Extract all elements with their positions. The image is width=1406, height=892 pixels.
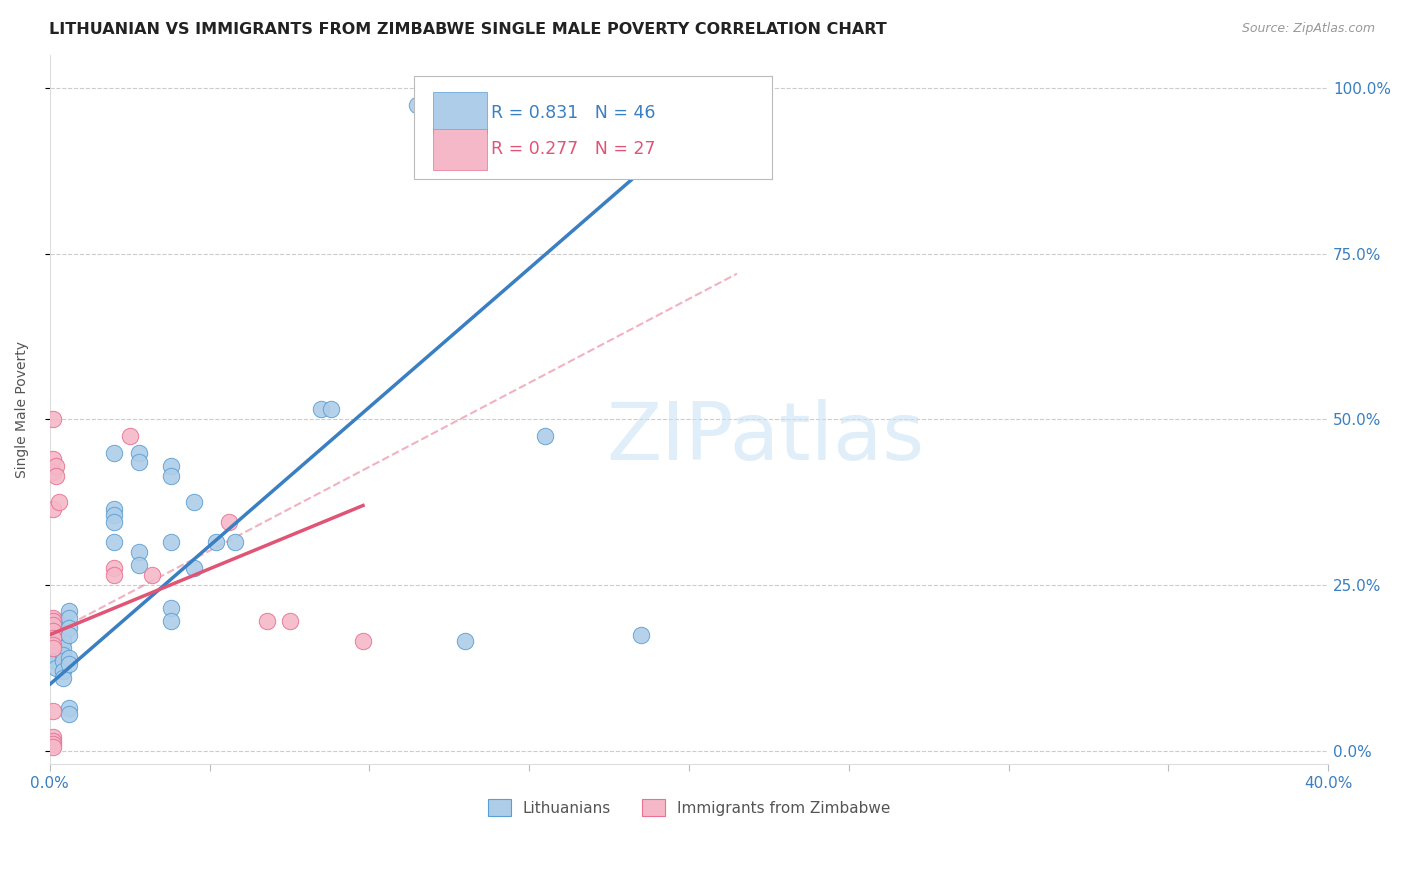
Point [160,601,183,615]
FancyBboxPatch shape [415,77,772,179]
Text: R = 0.277   N = 27: R = 0.277 N = 27 [491,140,655,159]
Point [205,535,228,549]
Point [58,628,80,642]
Point [42,452,65,467]
Point [45,624,67,639]
Point [45,458,67,473]
Point [256,615,278,629]
Text: Source: ZipAtlas.com: Source: ZipAtlas.com [1241,22,1375,36]
Point [183,495,205,509]
Point [42,617,65,632]
Point [42,624,65,639]
Point [160,458,183,473]
Point [58,650,80,665]
Point [42,731,65,745]
Point [118,429,141,443]
Point [58,657,80,672]
Point [103,561,125,575]
Point [58,611,80,625]
Point [52,621,75,635]
Point [52,640,75,655]
Point [470,98,492,112]
Point [52,664,75,678]
Point [311,402,333,417]
Legend: Lithuanians, Immigrants from Zimbabwe: Lithuanians, Immigrants from Zimbabwe [488,798,890,816]
Point [103,568,125,582]
Point [128,445,150,459]
Point [45,661,67,675]
Point [42,501,65,516]
Text: R = 0.831   N = 46: R = 0.831 N = 46 [491,103,655,121]
Point [42,611,65,625]
Point [52,671,75,685]
Point [128,558,150,573]
Point [45,615,67,629]
Point [45,634,67,648]
FancyBboxPatch shape [433,128,486,170]
Point [103,501,125,516]
Point [630,628,652,642]
Point [103,515,125,529]
Point [160,535,183,549]
Point [160,468,183,483]
Point [58,621,80,635]
Point [103,508,125,523]
Point [58,700,80,714]
Point [103,535,125,549]
Point [45,628,67,642]
Point [42,638,65,652]
Point [141,568,163,582]
Point [52,634,75,648]
Point [42,615,65,629]
Point [52,628,75,642]
Point [42,640,65,655]
Point [710,98,733,112]
Point [103,445,125,459]
Point [48,495,70,509]
Point [128,545,150,559]
Point [58,707,80,722]
Point [58,605,80,619]
Point [319,402,342,417]
FancyBboxPatch shape [433,92,486,133]
Point [42,733,65,747]
Text: ZIPatlas: ZIPatlas [606,399,925,477]
Point [454,634,477,648]
Y-axis label: Single Male Poverty: Single Male Poverty [15,341,30,478]
Point [42,737,65,751]
Point [42,740,65,755]
Text: LITHUANIAN VS IMMIGRANTS FROM ZIMBABWE SINGLE MALE POVERTY CORRELATION CHART: LITHUANIAN VS IMMIGRANTS FROM ZIMBABWE S… [49,22,887,37]
Point [218,515,240,529]
Point [52,654,75,668]
Point [160,615,183,629]
Point [45,654,67,668]
Point [45,648,67,662]
Point [183,561,205,575]
Point [45,640,67,655]
Point [406,98,429,112]
Point [42,631,65,645]
Point [224,535,246,549]
Point [52,648,75,662]
Point [128,455,150,469]
Point [42,704,65,718]
Point [534,429,557,443]
Point [42,466,65,480]
Point [278,615,301,629]
Point [352,634,374,648]
Point [45,468,67,483]
Point [42,412,65,426]
